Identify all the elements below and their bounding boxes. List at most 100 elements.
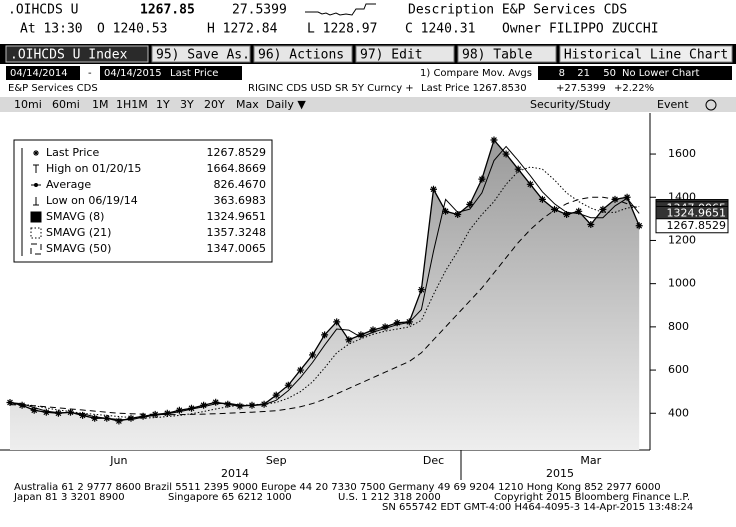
year-label: 2014	[221, 467, 249, 480]
period: 21	[577, 68, 590, 79]
info-pct: +2.22%	[614, 83, 654, 94]
point-marker	[563, 211, 571, 219]
period-button[interactable]: Max	[236, 98, 259, 111]
button[interactable]	[355, 45, 455, 63]
info-last: Last Price 1267.8530	[421, 83, 527, 94]
legend-label: High on 01/20/15	[46, 162, 141, 175]
series-line	[9, 145, 640, 421]
point-marker	[236, 402, 244, 410]
period-button[interactable]: Daily ▼	[266, 98, 306, 111]
legend-icon	[30, 227, 42, 239]
legend-label: Last Price	[46, 146, 99, 159]
point-marker	[333, 318, 341, 326]
period-button[interactable]: 60mi	[52, 98, 80, 111]
point-marker	[272, 391, 280, 399]
point-marker	[127, 414, 135, 422]
legend-value: 1347.0065	[207, 242, 267, 255]
time: At 13:30	[20, 22, 83, 37]
period-button[interactable]: 1Y	[156, 98, 170, 111]
point-marker	[587, 220, 595, 228]
point-marker	[139, 412, 147, 420]
point-marker	[393, 319, 401, 327]
point-marker	[321, 331, 329, 339]
point-marker	[381, 323, 389, 331]
button[interactable]	[457, 45, 557, 63]
period-box[interactable]	[538, 66, 732, 80]
legend-label: SMAVG (8)	[46, 210, 104, 223]
open: O 1240.53	[97, 22, 167, 37]
point-marker	[635, 222, 643, 230]
security: .OIHCDS U Index	[10, 48, 128, 63]
compare: 1) Compare Mov. Avgs	[420, 68, 532, 79]
info-security: RIGINC CDS USD SR 5Y Curncy +	[248, 83, 414, 94]
description: Description E&P Services CDS	[408, 3, 627, 18]
owner: Owner FILIPPO ZUCCHI	[502, 22, 659, 37]
series-line	[9, 196, 640, 416]
start-box[interactable]	[6, 66, 80, 80]
separator: -	[88, 68, 92, 79]
button-label: 95) Save As...	[156, 48, 266, 63]
legend-icon	[33, 197, 39, 206]
point-marker	[54, 409, 62, 417]
period-button[interactable]: 1H1M	[116, 98, 148, 111]
legend-value: 826.4670	[214, 178, 267, 191]
point-marker	[575, 207, 583, 215]
end-box[interactable]	[100, 66, 242, 80]
button[interactable]	[253, 45, 353, 63]
period-button[interactable]: 20Y	[204, 98, 225, 111]
point-marker	[551, 205, 558, 213]
legend-icon	[30, 211, 42, 223]
footer: U.S. 1 212 318 2000	[338, 492, 441, 503]
y-tick-label: 1200	[668, 233, 696, 246]
point-marker	[42, 408, 50, 416]
point-marker	[115, 417, 123, 425]
legend-icon	[31, 183, 41, 187]
point-marker	[526, 180, 534, 188]
legend-value: 1324.9651	[207, 210, 267, 223]
settings-icon[interactable]	[705, 99, 717, 111]
point-marker	[6, 398, 14, 406]
value-tag	[655, 218, 729, 234]
point-marker	[538, 195, 546, 203]
point-marker	[345, 336, 353, 344]
menu[interactable]: Event	[657, 98, 689, 111]
period-toolbar	[0, 97, 736, 112]
value-tag-label: 1267.8529	[667, 219, 727, 232]
point-marker	[175, 406, 183, 414]
button-label: 96) Actions	[258, 48, 344, 63]
period-button[interactable]: 10mi	[14, 98, 42, 111]
point-marker	[309, 351, 316, 359]
point-marker	[478, 175, 486, 183]
last-price: 1267.85	[140, 3, 195, 18]
low: L 1228.97	[307, 22, 377, 37]
point-marker	[296, 366, 304, 374]
period-button[interactable]: 3Y	[180, 98, 194, 111]
point-marker	[442, 207, 450, 215]
legend-label: Average	[46, 178, 91, 191]
menu[interactable]: Security/Study	[530, 98, 611, 111]
sparkline	[305, 3, 376, 16]
y-tick-label: 800	[668, 320, 689, 333]
view: Historical Line Chart	[564, 48, 728, 63]
button[interactable]	[151, 45, 251, 63]
point-marker	[224, 400, 232, 408]
button-label: 98) Table	[462, 48, 533, 63]
point-marker	[369, 326, 377, 334]
point-marker	[430, 185, 437, 193]
view-box[interactable]	[559, 45, 733, 63]
legend: Last Price 1267.8529 High on 01/20/15 1664.…	[13, 139, 273, 263]
legend-label: SMAVG (21)	[46, 226, 111, 239]
point-marker	[502, 150, 510, 158]
security-box[interactable]	[5, 45, 149, 63]
point-marker	[417, 286, 425, 294]
start-date: 04/14/2014	[10, 68, 68, 79]
y-tick-label: 400	[668, 406, 689, 419]
field: Last Price	[170, 68, 218, 79]
period-button[interactable]: 1M	[92, 98, 109, 111]
legend-value: 1664.8669	[207, 162, 267, 175]
x-tick-label: Dec	[423, 454, 444, 467]
x-tick-label: Sep	[266, 454, 287, 467]
period: 50	[603, 68, 616, 79]
